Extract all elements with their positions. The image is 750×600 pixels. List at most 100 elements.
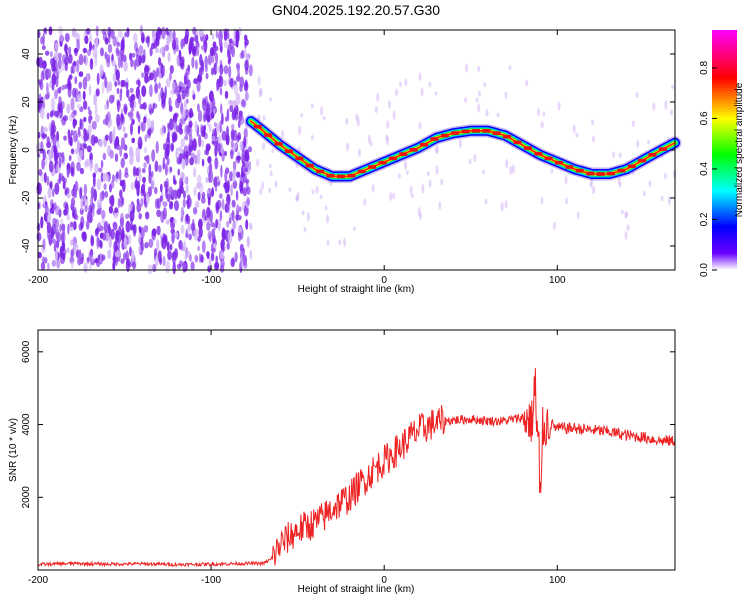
noise-blob [170, 228, 176, 235]
noise-blob [131, 52, 136, 58]
noise-blob [146, 192, 150, 204]
noise-blob [108, 81, 113, 92]
noise-blob [231, 123, 235, 130]
noise-blob [91, 120, 97, 130]
noise-blob [162, 255, 166, 267]
noise-blob [139, 103, 144, 110]
noise-blob [51, 259, 57, 267]
noise-speckle [345, 117, 349, 125]
noise-speckle [358, 148, 361, 158]
noise-blob [203, 124, 206, 131]
noise-speckle [374, 106, 378, 114]
noise-speckle [667, 195, 671, 206]
noise-speckle [311, 189, 315, 195]
noise-blob [114, 64, 118, 76]
noise-speckle [483, 82, 487, 88]
noise-blob [235, 204, 240, 215]
noise-blob [106, 58, 111, 68]
noise-blob [154, 198, 159, 209]
spectrogram-ytick-label: 20 [21, 96, 32, 108]
noise-blob [55, 76, 59, 88]
noise-blob [211, 187, 215, 198]
noise-speckle [540, 196, 544, 205]
noise-blob [232, 175, 236, 183]
noise-blob [235, 62, 240, 69]
noise-blob [176, 54, 181, 67]
noise-blob [71, 197, 75, 208]
noise-blob [135, 146, 140, 160]
noise-blob [46, 82, 49, 95]
noise-blob [60, 218, 64, 225]
noise-blob [61, 84, 66, 91]
noise-speckle [496, 112, 500, 118]
noise-blob [73, 119, 78, 126]
noise-blob [89, 152, 93, 162]
noise-blob [86, 72, 89, 82]
noise-blob [129, 99, 135, 109]
noise-speckle [624, 211, 628, 219]
ridge-peak [285, 149, 293, 153]
noise-blob [73, 186, 78, 199]
ridge-peak [399, 152, 408, 156]
noise-blob [83, 143, 88, 150]
colorbar-tick-label: 0.4 [699, 162, 710, 176]
noise-blob [62, 180, 66, 190]
noise-blob [54, 182, 60, 195]
noise-blob [112, 94, 115, 103]
noise-blob [154, 248, 158, 256]
noise-blob [46, 221, 52, 234]
noise-blob [229, 77, 234, 88]
noise-blob [122, 54, 127, 63]
noise-blob [229, 105, 234, 113]
noise-blob [200, 124, 204, 132]
noise-speckle [261, 181, 265, 190]
noise-blob [239, 52, 245, 60]
ridge-peak [388, 156, 397, 161]
noise-blob [213, 62, 218, 75]
noise-blob [68, 133, 73, 146]
noise-blob [172, 261, 176, 275]
noise-blob [112, 73, 117, 83]
noise-speckle [257, 75, 261, 86]
noise-blob [227, 230, 233, 244]
noise-blob [185, 184, 189, 194]
noise-blob [137, 113, 141, 123]
noise-blob [235, 31, 240, 43]
noise-blob [37, 182, 42, 195]
snr-ytick-label: 6000 [21, 340, 32, 363]
noise-speckle [589, 182, 593, 189]
noise-blob [218, 39, 222, 47]
noise-speckle [550, 168, 554, 174]
noise-blob [194, 34, 199, 43]
noise-blob [64, 62, 68, 72]
noise-blob [151, 177, 155, 189]
noise-blob [245, 178, 250, 184]
noise-blob [67, 223, 70, 235]
noise-blob [234, 82, 239, 96]
noise-blob [151, 228, 157, 237]
noise-speckle [435, 144, 439, 154]
noise-blob [97, 199, 101, 209]
noise-blob [155, 47, 160, 54]
noise-blob [243, 254, 247, 264]
noise-blob [107, 43, 113, 54]
noise-speckle [281, 130, 285, 138]
noise-blob [46, 141, 52, 149]
noise-blob [224, 90, 229, 99]
noise-blob [140, 242, 145, 252]
noise-blob [188, 120, 193, 128]
noise-blob [141, 32, 145, 44]
noise-blob [162, 207, 167, 220]
spectrogram-y-label: Frequency (Hz) [8, 116, 19, 185]
noise-speckle [504, 200, 508, 209]
noise-blob [118, 225, 122, 236]
noise-speckle [418, 122, 422, 130]
noise-blob [154, 160, 159, 173]
noise-speckle [484, 198, 488, 205]
ridge-peak [544, 156, 553, 161]
noise-blob [101, 81, 105, 94]
noise-speckle [303, 226, 307, 233]
noise-speckle [509, 165, 513, 175]
noise-blob [95, 114, 100, 123]
